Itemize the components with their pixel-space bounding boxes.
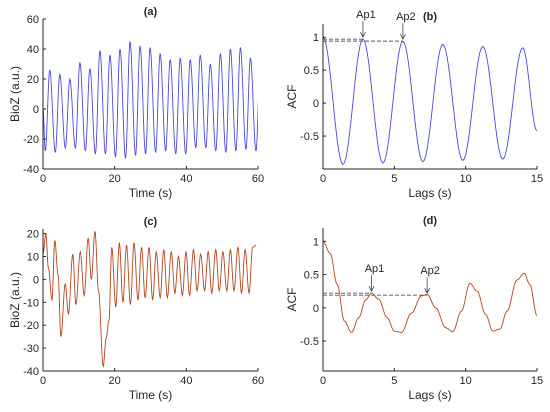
y-tick-label: 0: [313, 98, 319, 110]
x-tick-label: 15: [531, 173, 543, 185]
annotation-arrow-head: [424, 287, 431, 295]
panel-title: (c): [144, 216, 158, 228]
y-axis-label: BioZ (a.u.): [8, 272, 22, 328]
x-tick-label: 20: [109, 375, 121, 387]
y-tick-label: -30: [23, 343, 39, 355]
y-tick-label: 1: [313, 236, 319, 248]
x-tick-label: 60: [252, 173, 264, 185]
x-axis-label: Lags (s): [408, 186, 451, 200]
panel-title: (b): [423, 11, 437, 23]
y-tick-label: 0.5: [304, 65, 319, 77]
y-axis-label: ACF: [285, 288, 299, 312]
y-tick-label: -0.5: [300, 131, 319, 143]
x-axis-label: Time (s): [129, 388, 173, 402]
series-line-c: [43, 231, 257, 369]
y-tick-label: -20: [23, 134, 39, 146]
y-tick-label: -40: [23, 366, 39, 378]
y-tick-label: 0: [33, 274, 39, 286]
x-tick-label: 15: [531, 375, 543, 387]
x-tick-label: 10: [460, 173, 472, 185]
x-axis-label: Lags (s): [408, 388, 451, 402]
y-tick-label: 40: [27, 44, 39, 56]
x-tick-label: 5: [391, 173, 397, 185]
series-line-d: [323, 240, 537, 333]
y-tick-label: 20: [27, 74, 39, 86]
y-tick-label: 0: [313, 303, 319, 315]
x-tick-label: 0: [320, 375, 326, 387]
annotation-label: Ap1: [356, 9, 376, 21]
x-tick-label: 40: [180, 375, 192, 387]
x-tick-label: 0: [40, 173, 46, 185]
x-tick-label: 0: [320, 173, 326, 185]
y-tick-label: 60: [27, 14, 39, 26]
panel-title: (a): [144, 6, 158, 18]
chart-panel-a: 0 20 40 60 -40 -20 0 20 40 60 (a) Time (s) BioZ (a.u…: [8, 6, 264, 200]
y-tick-label: 1: [313, 32, 319, 44]
y-tick-label: -20: [23, 320, 39, 332]
series-line-a: [43, 41, 258, 159]
x-tick-label: 20: [109, 173, 121, 185]
panel-title: (d): [423, 215, 437, 227]
x-tick-label: 0: [40, 375, 46, 387]
annotation-label: Ap2: [396, 11, 416, 23]
y-tick-label: -40: [23, 164, 39, 176]
y-axis-label: ACF: [285, 85, 299, 109]
x-axis-label: Time (s): [129, 186, 173, 200]
series-line-b: [323, 36, 537, 166]
y-tick-label: 20: [27, 229, 39, 241]
y-tick-label: 0.5: [304, 270, 319, 282]
x-tick-label: 10: [460, 375, 472, 387]
chart-panel-b: 0 5 10 15 -0.5 0 0.5 1 (b) Lags (s) ACF Ap1 Ap2: [285, 9, 543, 200]
chart-panel-c: 0 20 40 60 -40 -30 -20 -10 0 10 20 (c) Time (s) BioZ …: [8, 216, 264, 402]
y-tick-label: 10: [27, 251, 39, 263]
y-tick-label: -10: [23, 297, 39, 309]
annotation-arrow-head: [368, 286, 375, 293]
y-tick-label: -0.5: [300, 336, 319, 348]
y-tick-label: 0: [33, 104, 39, 116]
annotation-label: Ap2: [420, 265, 440, 277]
x-tick-label: 60: [252, 375, 264, 387]
annotation-arrow-head: [360, 31, 366, 39]
x-tick-label: 40: [180, 173, 192, 185]
x-tick-label: 5: [391, 375, 397, 387]
annotation-arrow-head: [400, 33, 406, 41]
y-axis-label: BioZ (a.u.): [8, 66, 22, 122]
annotation-label: Ap1: [365, 263, 385, 275]
chart-panel-d: 0 5 10 15 -0.5 0 0.5 1 (d) Lags (s) ACF Ap1 Ap2: [285, 215, 543, 402]
